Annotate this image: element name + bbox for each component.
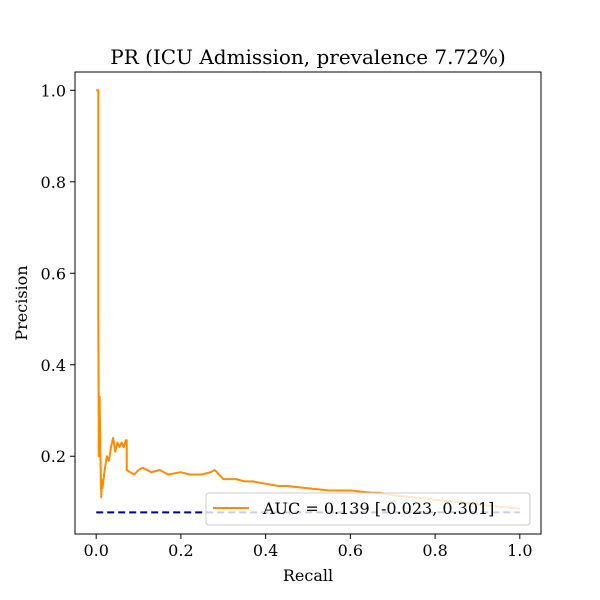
x-tick-label: 0.0 <box>83 541 108 560</box>
plot-area <box>74 71 542 535</box>
legend-box <box>205 492 531 526</box>
y-tick-label: 0.8 <box>41 173 66 192</box>
x-axis-label: Recall <box>283 566 333 585</box>
legend: AUC = 0.139 [-0.023, 0.301] <box>205 492 531 526</box>
y-axis-label: Precision <box>12 265 31 340</box>
chart-title: PR (ICU Admission, prevalence 7.72%) <box>110 45 506 69</box>
y-tick-label: 0.6 <box>41 264 66 283</box>
plot-frame <box>74 71 542 535</box>
y-tick-label: 0.2 <box>41 447 66 466</box>
x-tick-label: 1.0 <box>507 541 532 560</box>
series-layer <box>96 89 520 514</box>
y-tick-label: 0.4 <box>41 356 66 375</box>
x-tick-label: 0.4 <box>253 541 278 560</box>
legend-label: AUC = 0.139 [-0.023, 0.301] <box>262 499 494 518</box>
y-tick-label: 1.0 <box>41 81 66 100</box>
pr-curve-line <box>96 89 520 510</box>
x-tick-label: 0.2 <box>168 541 193 560</box>
x-axis: 0.0 0.2 0.4 0.6 0.8 1.0 <box>83 534 533 560</box>
x-tick-label: 0.6 <box>338 541 363 560</box>
y-axis: 0.2 0.4 0.6 0.8 1.0 <box>41 81 75 466</box>
x-tick-label: 0.8 <box>422 541 447 560</box>
